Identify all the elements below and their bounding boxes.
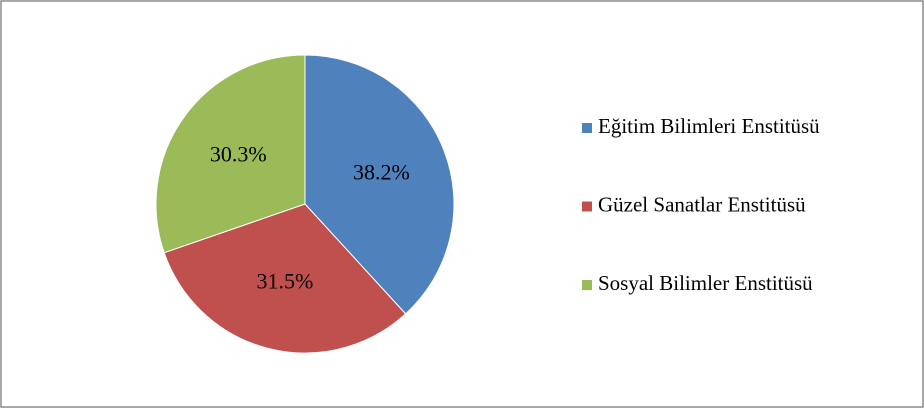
legend-swatch <box>582 201 592 212</box>
pie-slice <box>163 203 407 354</box>
legend-swatch <box>582 280 592 290</box>
legend-label: Sosyal Bilimler Enstitüsü <box>598 271 813 295</box>
data-label: 38.2% <box>353 159 410 184</box>
legend-label: Güzel Sanatlar Enstitüsü <box>598 192 806 216</box>
data-label: 31.5% <box>256 268 313 293</box>
legend-swatch <box>582 123 592 133</box>
pie-slice <box>304 54 455 315</box>
legend-label: Eğitim Bilimleri Enstitüsü <box>598 114 820 138</box>
data-label: 30.3% <box>210 142 267 167</box>
pie-slice <box>155 54 306 254</box>
